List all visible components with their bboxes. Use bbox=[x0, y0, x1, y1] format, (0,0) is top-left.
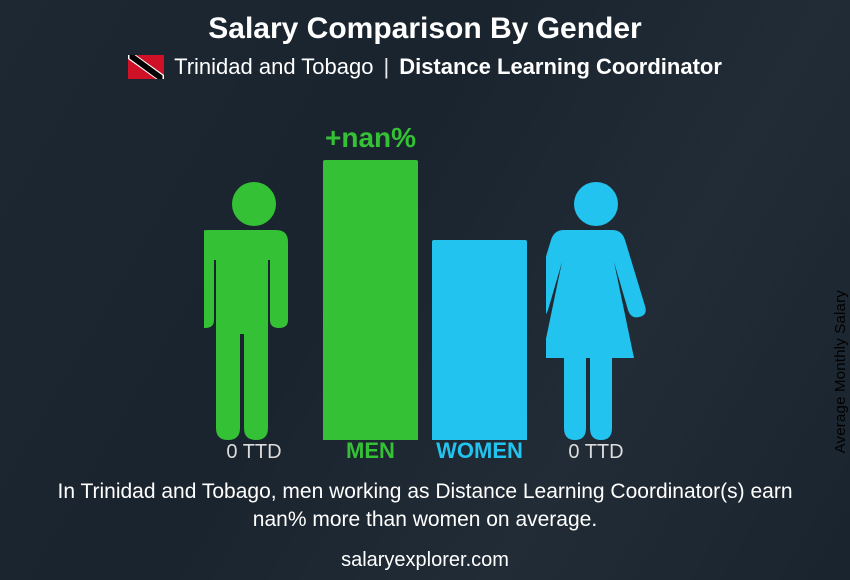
men-bar-col: +nan% bbox=[323, 160, 418, 440]
separator: | bbox=[383, 54, 389, 80]
footer-link[interactable]: salaryexplorer.com bbox=[0, 549, 850, 572]
country-label: Trinidad and Tobago bbox=[174, 54, 373, 80]
men-bar bbox=[323, 160, 418, 440]
page-title: Salary Comparison By Gender bbox=[0, 12, 850, 46]
women-label: WOMEN bbox=[432, 438, 527, 464]
women-value: 0 TTD bbox=[541, 441, 651, 464]
labels-row: 0 TTD MEN WOMEN 0 TTD bbox=[105, 438, 745, 464]
women-bar bbox=[432, 240, 527, 440]
men-value: 0 TTD bbox=[199, 441, 309, 464]
man-icon bbox=[204, 180, 304, 440]
gender-salary-chart: +nan% bbox=[115, 120, 735, 440]
role-label: Distance Learning Coordinator bbox=[399, 54, 722, 80]
caption-text: In Trinidad and Tobago, men working as D… bbox=[45, 478, 805, 535]
women-bar-col bbox=[432, 240, 527, 440]
y-axis-label: Average Monthly Salary bbox=[832, 290, 849, 453]
men-icon-col bbox=[199, 180, 309, 440]
flag-icon bbox=[128, 55, 164, 79]
woman-icon bbox=[546, 180, 646, 440]
subhead: Trinidad and Tobago | Distance Learning … bbox=[0, 54, 850, 80]
men-label: MEN bbox=[323, 438, 418, 464]
delta-label: +nan% bbox=[271, 122, 471, 154]
women-icon-col bbox=[541, 180, 651, 440]
